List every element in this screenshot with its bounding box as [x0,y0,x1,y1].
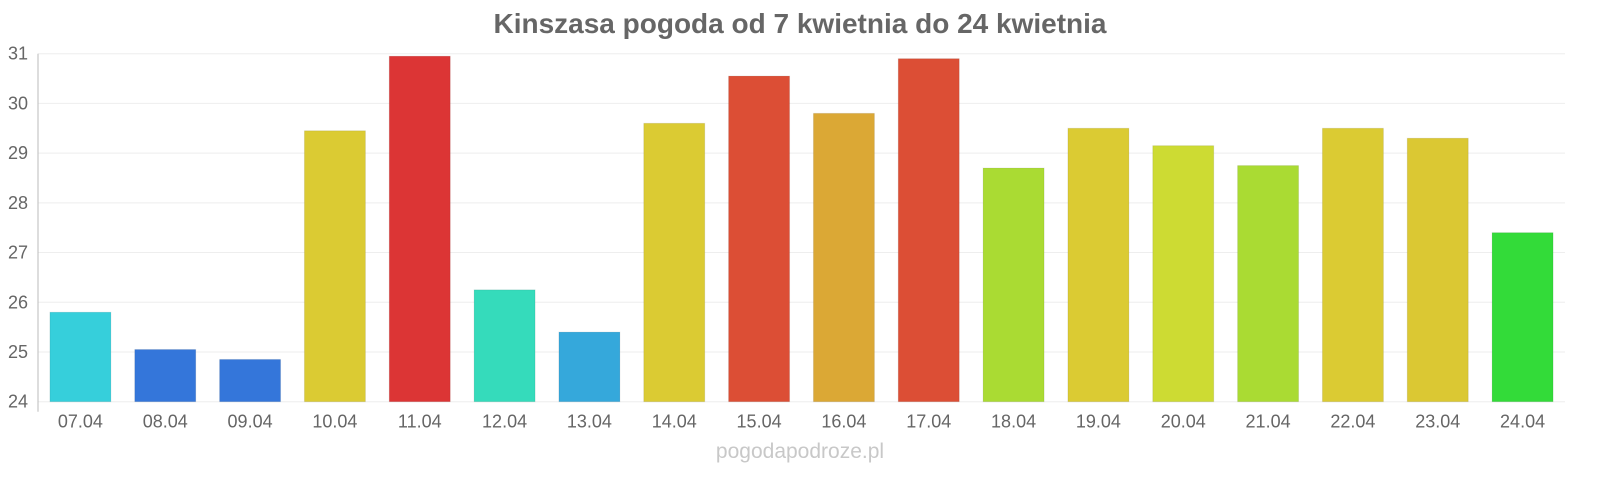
x-tick-label: 22.04 [1330,412,1375,432]
x-tick-label: 07.04 [58,412,103,432]
bar-12.04 [473,289,536,403]
x-tick-label: 09.04 [228,412,273,432]
x-tick-label: 24.04 [1500,412,1545,432]
x-tick-label: 17.04 [906,412,951,432]
bar-08.04 [134,349,197,403]
x-tick-label: 12.04 [482,412,527,432]
bar-15.04 [728,75,791,403]
chart-title: Kinszasa pogoda od 7 kwietnia do 24 kwie… [493,8,1107,39]
bar-22.04 [1321,127,1384,403]
bar-23.04 [1406,137,1469,403]
y-tick-label: 25 [8,342,28,362]
y-tick-label: 27 [8,243,28,263]
x-tick-label: 19.04 [1076,412,1121,432]
bar-21.04 [1237,165,1300,403]
x-tick-label: 18.04 [991,412,1036,432]
y-tick-label: 24 [8,392,28,412]
bar-11.04 [388,55,451,403]
y-tick-label: 28 [8,193,28,213]
bar-16.04 [812,112,875,403]
y-tick-label: 29 [8,143,28,163]
x-tick-label: 08.04 [143,412,188,432]
bar-19.04 [1067,127,1130,403]
x-tick-label: 20.04 [1161,412,1206,432]
y-tick-label: 31 [8,44,28,64]
x-tick-label: 10.04 [312,412,357,432]
bar-20.04 [1152,145,1215,403]
y-tick-label: 30 [8,93,28,113]
x-tick-label: 15.04 [737,412,782,432]
site-credit[interactable]: pogodapodroze.pl [715,440,885,463]
bar-10.04 [303,130,366,403]
x-tick-label: 13.04 [567,412,612,432]
bar-13.04 [558,331,621,403]
bar-09.04 [219,358,282,403]
x-tick-label: 11.04 [398,412,442,432]
x-tick-label: 16.04 [821,412,866,432]
y-tick-label: 26 [8,292,28,312]
x-tick-label: 23.04 [1415,412,1460,432]
bar-17.04 [897,58,960,403]
bar-chart: 24 25 26 27 28 29 30 31 07.04 08.04 09.04 10.04 11.0… [8,44,1565,432]
bar-18.04 [982,167,1045,403]
bar-24.04 [1491,232,1554,403]
bar-14.04 [643,122,706,403]
x-tick-label: 14.04 [652,412,697,432]
bar-07.04 [49,311,112,403]
x-tick-label: 21.04 [1246,412,1291,432]
